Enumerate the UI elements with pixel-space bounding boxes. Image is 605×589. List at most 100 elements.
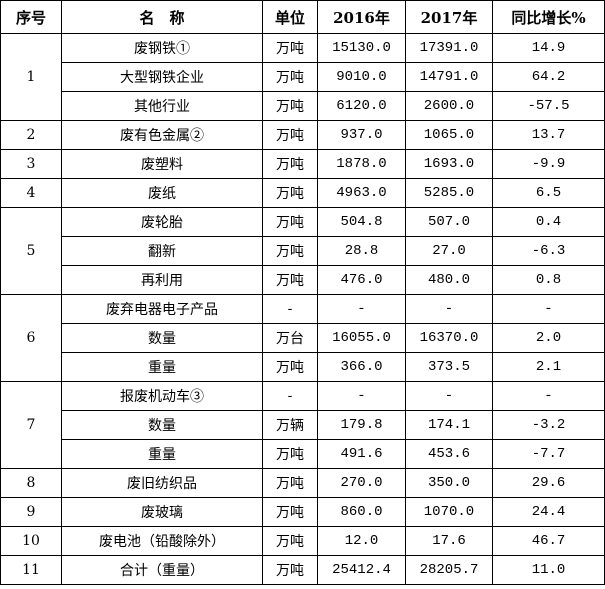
item-name: 重量 xyxy=(61,352,263,382)
item-name: 废旧纺织品 xyxy=(61,468,263,498)
value-2017: 1065.0 xyxy=(405,120,493,150)
table-row: 6 废弃电器电子产品 - - - - xyxy=(0,294,605,382)
unit: 万台 xyxy=(262,323,318,353)
value-2016: 6120.0 xyxy=(317,91,406,121)
item-name: 报废机动车③ xyxy=(61,381,263,411)
value-2017: 28205.7 xyxy=(405,555,493,585)
value-2016: 937.0 xyxy=(317,120,406,150)
value-2017: 350.0 xyxy=(405,468,493,498)
yoy-change: 29.6 xyxy=(492,468,605,498)
row-number: 8 xyxy=(0,468,62,498)
unit: 万吨 xyxy=(262,120,318,150)
row-number: 3 xyxy=(0,149,62,179)
item-name: 合计（重量） xyxy=(61,555,263,585)
row-number: 7 xyxy=(0,381,62,469)
item-name: 废纸 xyxy=(61,178,263,208)
value-2017: 174.1 xyxy=(405,410,493,440)
header-cell: 名 称 xyxy=(61,0,263,34)
yoy-change: -9.9 xyxy=(492,149,605,179)
unit: 万吨 xyxy=(262,352,318,382)
value-2016: 9010.0 xyxy=(317,62,406,92)
yoy-change: 2.1 xyxy=(492,352,605,382)
item-name: 废轮胎 xyxy=(61,207,263,237)
yoy-change: -57.5 xyxy=(492,91,605,121)
value-2017: 17391.0 xyxy=(405,33,493,63)
value-2016: - xyxy=(317,381,406,411)
value-2016: 1878.0 xyxy=(317,149,406,179)
table-row: 11 合计（重量） 万吨 25412.4 28205.7 11.0 xyxy=(0,555,605,585)
yoy-change: 0.4 xyxy=(492,207,605,237)
unit: 万吨 xyxy=(262,33,318,63)
yoy-change: 0.8 xyxy=(492,265,605,295)
value-2017: - xyxy=(405,381,493,411)
table-row: 翻新 万吨 28.8 27.0 -6.3 xyxy=(1,236,605,266)
yoy-change: -6.3 xyxy=(492,236,605,266)
row-number: 6 xyxy=(0,294,62,382)
value-2016: - xyxy=(317,294,406,324)
table-row: 1 废钢铁① 万吨 15130.0 17391.0 14.9 xyxy=(0,33,605,121)
unit: 万辆 xyxy=(262,410,318,440)
header-cell: 单位 xyxy=(262,0,318,34)
table-row: 10 废电池（铅酸除外） 万吨 12.0 17.6 46.7 xyxy=(0,526,605,556)
item-name: 翻新 xyxy=(61,236,263,266)
table-row: 3 废塑料 万吨 1878.0 1693.0 -9.9 xyxy=(0,149,605,179)
table-row: 7 报废机动车③ - - - - xyxy=(0,381,605,469)
item-name: 废玻璃 xyxy=(61,497,263,527)
item-name: 大型钢铁企业 xyxy=(61,62,263,92)
table-row: 重量 万吨 366.0 373.5 2.1 xyxy=(1,352,605,382)
unit: 万吨 xyxy=(262,468,318,498)
yoy-change: 14.9 xyxy=(492,33,605,63)
yoy-change: - xyxy=(492,381,605,411)
yoy-change: 64.2 xyxy=(492,62,605,92)
header-cell: 序号 xyxy=(0,0,62,34)
yoy-change: 6.5 xyxy=(492,178,605,208)
yoy-change: - xyxy=(492,294,605,324)
unit: 万吨 xyxy=(262,149,318,179)
unit: 万吨 xyxy=(262,91,318,121)
row-number: 4 xyxy=(0,178,62,208)
value-2016: 476.0 xyxy=(317,265,406,295)
value-2016: 179.8 xyxy=(317,410,406,440)
unit: - xyxy=(262,381,318,411)
item-name: 重量 xyxy=(61,439,263,469)
row-number: 2 xyxy=(0,120,62,150)
unit: - xyxy=(262,294,318,324)
table-row: 其他行业 万吨 6120.0 2600.0 -57.5 xyxy=(1,91,605,121)
table-row: 2 废有色金属② 万吨 937.0 1065.0 13.7 xyxy=(0,120,605,150)
value-2016: 16055.0 xyxy=(317,323,406,353)
unit: 万吨 xyxy=(262,555,318,585)
item-name: 废钢铁① xyxy=(61,33,263,63)
value-2017: 16370.0 xyxy=(405,323,493,353)
unit: 万吨 xyxy=(262,207,318,237)
table-row: 9 废玻璃 万吨 860.0 1070.0 24.4 xyxy=(0,497,605,527)
item-name: 数量 xyxy=(61,323,263,353)
table-row: 5 废轮胎 万吨 504.8 507.0 0.4 xyxy=(0,207,605,295)
row-number: 11 xyxy=(0,555,62,585)
value-2016: 15130.0 xyxy=(317,33,406,63)
yoy-change: 46.7 xyxy=(492,526,605,556)
table-row: 4 废纸 万吨 4963.0 5285.0 6.5 xyxy=(0,178,605,208)
item-name: 废弃电器电子产品 xyxy=(61,294,263,324)
unit: 万吨 xyxy=(262,236,318,266)
row-number: 10 xyxy=(0,526,62,556)
value-2016: 28.8 xyxy=(317,236,406,266)
value-2017: - xyxy=(405,294,493,324)
item-name: 废塑料 xyxy=(61,149,263,179)
yoy-change: 11.0 xyxy=(492,555,605,585)
table-row: 大型钢铁企业 万吨 9010.0 14791.0 64.2 xyxy=(1,62,605,92)
table-row: 8 废旧纺织品 万吨 270.0 350.0 29.6 xyxy=(0,468,605,498)
value-2016: 25412.4 xyxy=(317,555,406,585)
value-2016: 270.0 xyxy=(317,468,406,498)
value-2016: 366.0 xyxy=(317,352,406,382)
value-2016: 12.0 xyxy=(317,526,406,556)
row-number: 9 xyxy=(0,497,62,527)
value-2017: 1070.0 xyxy=(405,497,493,527)
item-name: 废有色金属② xyxy=(61,120,263,150)
row-number: 5 xyxy=(0,207,62,295)
value-2017: 453.6 xyxy=(405,439,493,469)
header-cell: 同比增长% xyxy=(492,0,605,34)
value-2017: 5285.0 xyxy=(405,178,493,208)
table-row: 重量 万吨 491.6 453.6 -7.7 xyxy=(1,439,605,469)
